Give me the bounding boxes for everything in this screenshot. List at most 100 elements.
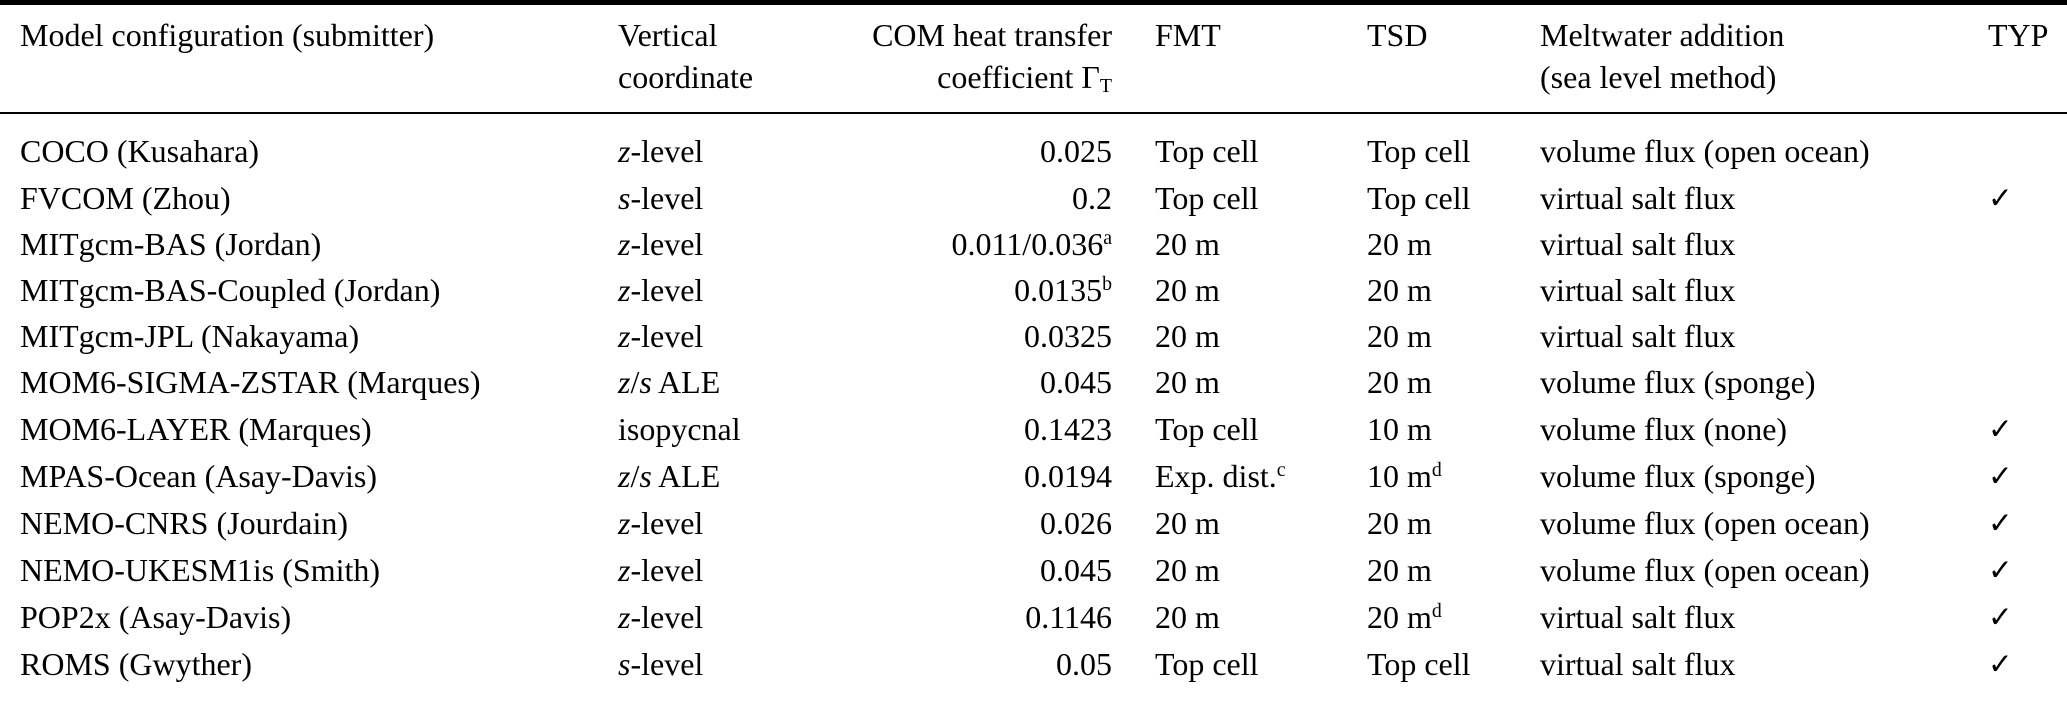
cell-model: MITgcm-BAS-Coupled (Jordan) xyxy=(20,272,441,308)
cell-gamma-coefficient: 0.025 xyxy=(818,113,1112,174)
table-row: MOM6-LAYER (Marques) isopycnal 0.1423 Top c… xyxy=(0,405,2067,452)
cell-model: POP2x (Asay-Davis) xyxy=(20,598,292,635)
cell-typ: ✓ xyxy=(1988,499,2067,546)
table-row: MPAS-Ocean (Asay-Davis) z/s ALE 0.0194 Exp.… xyxy=(0,452,2067,499)
coordinate-text: -level xyxy=(630,551,704,588)
column-header-tsd: TSD xyxy=(1367,2,1540,114)
cell-model: MITgcm-BAS (Jordan) xyxy=(20,226,322,262)
coordinate-text: -level xyxy=(630,133,704,169)
cell-tsd-value: Top cell xyxy=(1367,179,1471,216)
cell-fmt: 20 m xyxy=(1112,267,1367,313)
table-row: NEMO-CNRS (Jourdain) z-level 0.026 20 m 20 m… xyxy=(0,499,2067,546)
checkmark-icon: ✓ xyxy=(1988,553,2013,587)
cell-typ xyxy=(1988,113,2067,174)
cell-tsd-value: 20 m xyxy=(1367,318,1432,354)
cell-gamma-coefficient: 0.0135b xyxy=(818,267,1112,313)
column-header-typ: TYP xyxy=(1988,2,2067,114)
math-variable: z xyxy=(618,551,631,588)
cell-tsd: 20 md xyxy=(1367,593,1540,640)
math-variable: z xyxy=(618,504,631,541)
cell-tsd: 20 m xyxy=(1367,267,1540,313)
cell-meltwater: virtual salt flux xyxy=(1540,318,1736,354)
header-line: (sea level method) xyxy=(1540,59,1777,95)
cell-tsd-value: 20 m xyxy=(1367,504,1432,541)
cell-fmt-value: 20 m xyxy=(1155,364,1220,400)
cell-fmt: Exp. dist.c xyxy=(1112,452,1367,499)
cell-model: NEMO-CNRS (Jourdain) xyxy=(20,504,348,541)
cell-typ: ✓ xyxy=(1988,174,2067,221)
checkmark-icon: ✓ xyxy=(1988,506,2013,540)
cell-meltwater: volume flux (open ocean) xyxy=(1540,504,1870,541)
cell-vertical-coordinate: z-level xyxy=(618,113,818,174)
cell-model: MOM6-SIGMA-ZSTAR (Marques) xyxy=(20,364,481,400)
cell-model: MPAS-Ocean (Asay-Davis) xyxy=(20,457,377,494)
cell-tsd: Top cell xyxy=(1367,174,1540,221)
coordinate-text: / xyxy=(630,364,640,400)
cell-gamma-coefficient-value: 0.045 xyxy=(1040,551,1112,588)
cell-gamma-coefficient-value: 0.011/0.036 xyxy=(951,226,1104,262)
cell-typ xyxy=(1988,221,2067,267)
cell-gamma-coefficient: 0.045 xyxy=(818,546,1112,593)
cell-tsd: 10 m xyxy=(1367,405,1540,452)
cell-vertical-coordinate: isopycnal xyxy=(618,405,818,452)
table-row: COCO (Kusahara) z-level 0.025 Top cell Top c… xyxy=(0,113,2067,174)
cell-fmt: Top cell xyxy=(1112,640,1367,705)
cell-meltwater: virtual salt flux xyxy=(1540,272,1736,308)
cell-typ: ✓ xyxy=(1988,593,2067,640)
cell-vertical-coordinate: s-level xyxy=(618,640,818,705)
coordinate-text: ALE xyxy=(651,364,721,400)
cell-fmt: 20 m xyxy=(1112,593,1367,640)
cell-gamma-coefficient: 0.2 xyxy=(818,174,1112,221)
coordinate-text: -level xyxy=(630,598,704,635)
cell-fmt: Top cell xyxy=(1112,174,1367,221)
column-header-heat-transfer-coefficient: COM heat transfer coefficient ΓT xyxy=(818,2,1112,114)
cell-tsd-value: 10 m xyxy=(1367,410,1432,447)
math-variable: z xyxy=(618,364,631,400)
footnote-marker-d: d xyxy=(1431,458,1442,481)
math-variable: s xyxy=(639,364,652,400)
column-header-model-label: Model configuration (submitter) xyxy=(20,17,435,53)
checkmark-icon: ✓ xyxy=(1988,412,2013,446)
cell-meltwater: virtual salt flux xyxy=(1540,645,1736,682)
math-variable: z xyxy=(618,318,631,354)
cell-model: FVCOM (Zhou) xyxy=(20,179,231,216)
cell-fmt: 20 m xyxy=(1112,546,1367,593)
cell-fmt-value: Top cell xyxy=(1155,645,1259,682)
table-row: MITgcm-JPL (Nakayama) z-level 0.0325 20 m 20… xyxy=(0,313,2067,359)
cell-fmt: 20 m xyxy=(1112,359,1367,405)
cell-vertical-coordinate: z/s ALE xyxy=(618,452,818,499)
coordinate-text: -level xyxy=(630,504,704,541)
cell-meltwater: virtual salt flux xyxy=(1540,226,1736,262)
math-variable: z xyxy=(618,457,631,494)
gamma-subscript: T xyxy=(1099,75,1112,98)
header-line: Vertical xyxy=(618,17,718,53)
cell-gamma-coefficient-value: 0.1423 xyxy=(1024,410,1112,447)
cell-fmt-value: 20 m xyxy=(1155,551,1220,588)
cell-tsd: Top cell xyxy=(1367,113,1540,174)
cell-fmt-value: 20 m xyxy=(1155,318,1220,354)
checkmark-icon: ✓ xyxy=(1988,600,2013,634)
cell-tsd-value: 20 m xyxy=(1367,598,1432,635)
cell-meltwater: volume flux (sponge) xyxy=(1540,457,1816,494)
column-header-fmt: FMT xyxy=(1112,2,1367,114)
header-line: COM heat transfer xyxy=(872,17,1112,53)
coordinate-text: -level xyxy=(630,179,704,216)
cell-fmt: Top cell xyxy=(1112,405,1367,452)
cell-meltwater: volume flux (sponge) xyxy=(1540,364,1816,400)
cell-gamma-coefficient-value: 0.0135 xyxy=(1014,272,1103,308)
footnote-marker-c: c xyxy=(1276,458,1286,481)
table-row: POP2x (Asay-Davis) z-level 0.1146 20 m 20 md… xyxy=(0,593,2067,640)
column-header-model: Model configuration (submitter) xyxy=(0,2,618,114)
cell-typ xyxy=(1988,313,2067,359)
cell-vertical-coordinate: z/s ALE xyxy=(618,359,818,405)
cell-tsd: 20 m xyxy=(1367,313,1540,359)
header-line: coefficient Γ xyxy=(937,59,1100,95)
cell-fmt: 20 m xyxy=(1112,221,1367,267)
cell-model: MITgcm-JPL (Nakayama) xyxy=(20,318,360,354)
table-row: ROMS (Gwyther) s-level 0.05 Top cell Top cel… xyxy=(0,640,2067,705)
cell-meltwater: volume flux (open ocean) xyxy=(1540,133,1870,169)
math-variable: s xyxy=(639,457,652,494)
cell-gamma-coefficient: 0.0325 xyxy=(818,313,1112,359)
